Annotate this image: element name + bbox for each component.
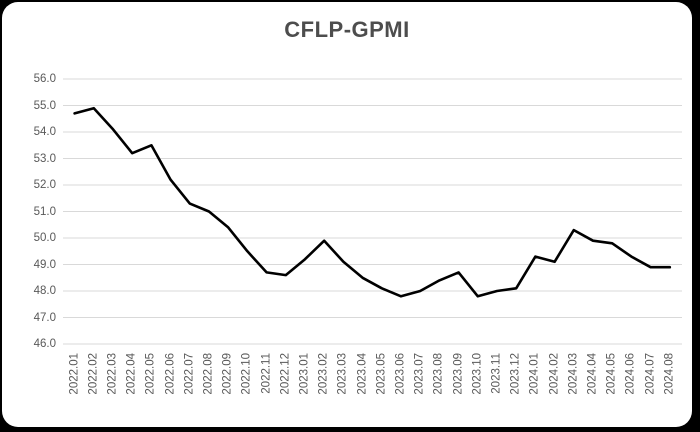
y-tick-label: 51.0 <box>33 205 56 218</box>
x-tick-label: 2023.02 <box>317 353 330 395</box>
x-tick-label: 2022.09 <box>221 353 234 395</box>
y-tick-label: 54.0 <box>33 126 56 138</box>
x-tick-label: 2024.02 <box>548 353 561 395</box>
x-tick-label: 2024.07 <box>644 353 657 395</box>
x-tick-label: 2024.06 <box>624 353 637 395</box>
x-tick-label: 2023.11 <box>490 353 503 394</box>
x-tick-label: 2022.03 <box>106 353 119 395</box>
x-tick-label: 2023.08 <box>432 353 445 395</box>
x-tick-label: 2024.04 <box>586 353 599 395</box>
x-tick-label: 2023.09 <box>452 353 465 395</box>
x-tick-label: 2023.12 <box>509 353 522 395</box>
y-tick-label: 47.0 <box>33 311 56 324</box>
chart-card <box>2 2 692 427</box>
x-tick-label: 2022.07 <box>183 353 196 395</box>
y-tick-label: 53.0 <box>33 152 56 165</box>
y-tick-label: 50.0 <box>33 232 56 244</box>
x-tick-label: 2024.01 <box>528 353 541 395</box>
y-tick-label: 46.0 <box>33 338 56 350</box>
x-tick-label: 2023.06 <box>394 353 407 395</box>
x-tick-label: 2023.03 <box>336 353 349 395</box>
y-tick-label: 55.0 <box>33 99 56 112</box>
y-tick-label: 48.0 <box>33 285 56 297</box>
chart-title: CFLP-GPMI <box>284 17 410 42</box>
x-tick-label: 2022.05 <box>144 353 157 395</box>
x-tick-label: 2023.10 <box>471 353 484 395</box>
x-tick-label: 2023.07 <box>413 353 426 395</box>
x-tick-label: 2022.04 <box>125 353 138 395</box>
x-tick-label: 2023.05 <box>375 353 388 395</box>
series-line <box>73 106 672 298</box>
x-tick-label: 2022.02 <box>87 353 100 395</box>
y-tick-label: 56.0 <box>33 73 56 85</box>
x-tick-label: 2023.04 <box>356 353 369 395</box>
x-tick-label: 2024.05 <box>605 353 618 395</box>
x-tick-label: 2022.10 <box>240 353 253 395</box>
x-tick-label: 2022.08 <box>202 353 215 395</box>
y-tick-label: 52.0 <box>33 179 56 191</box>
x-tick-label: 2022.06 <box>164 353 177 395</box>
x-tick-label: 2024.08 <box>663 353 676 395</box>
x-tick-label: 2022.11 <box>260 353 273 394</box>
x-tick-label: 2022.12 <box>279 353 292 395</box>
x-tick-label: 2024.03 <box>567 353 580 395</box>
x-tick-label: 2023.01 <box>298 353 311 395</box>
x-tick-label: 2022.01 <box>68 353 81 395</box>
y-tick-label: 49.0 <box>33 258 56 271</box>
